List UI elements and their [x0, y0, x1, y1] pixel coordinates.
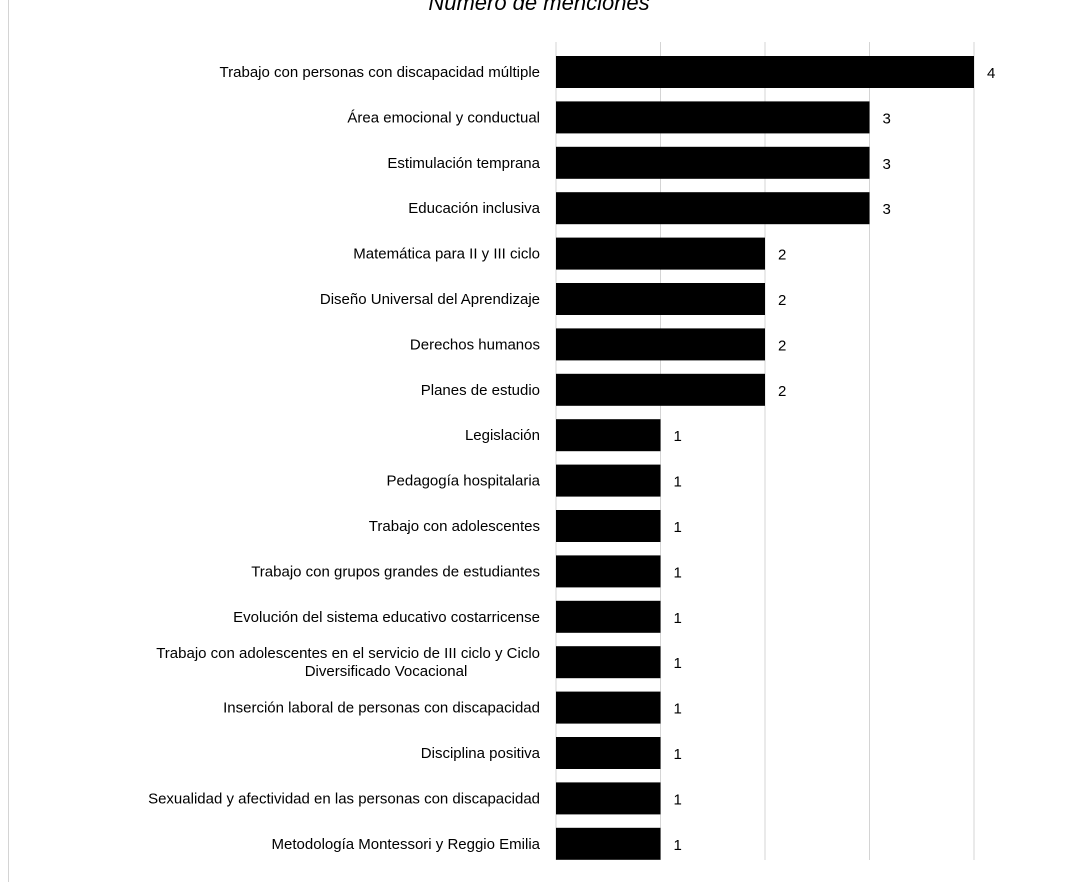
value-label-7: 2	[778, 383, 786, 400]
bar-12	[556, 600, 661, 633]
category-label-11: Trabajo con grupos grandes de estudiante…	[251, 563, 540, 580]
category-label-15: Disciplina positiva	[421, 745, 541, 762]
value-label-4: 2	[778, 247, 786, 264]
category-label-5: Diseño Universal del Aprendizaje	[320, 291, 540, 308]
bar-8	[556, 419, 661, 452]
category-label-13: Trabajo con adolescentes en el servicio …	[156, 645, 540, 680]
category-label-14: Inserción laboral de personas con discap…	[223, 700, 540, 717]
value-label-5: 2	[778, 292, 786, 309]
bar-4	[556, 237, 765, 270]
value-label-1: 3	[883, 110, 891, 127]
bar-11	[556, 555, 661, 588]
value-label-8: 1	[674, 428, 682, 445]
category-label-6: Derechos humanos	[410, 336, 540, 353]
bar-6	[556, 328, 765, 361]
bar-14	[556, 691, 661, 724]
bar-2	[556, 146, 870, 179]
value-label-2: 3	[883, 156, 891, 173]
value-label-10: 1	[674, 519, 682, 536]
value-label-15: 1	[674, 746, 682, 763]
bar-7	[556, 373, 765, 406]
value-label-3: 3	[883, 201, 891, 218]
value-label-17: 1	[674, 837, 682, 854]
bar-16	[556, 782, 661, 815]
category-label-4: Matemática para II y III ciclo	[353, 246, 540, 263]
bar-0	[556, 56, 974, 88]
bar-15	[556, 737, 661, 769]
bar-5	[556, 283, 765, 315]
category-label-3: Educación inclusiva	[408, 200, 540, 217]
value-label-13: 1	[674, 655, 682, 672]
bar-3	[556, 192, 870, 225]
category-label-17: Metodología Montessori y Reggio Emilia	[272, 836, 541, 853]
bar-9	[556, 464, 661, 497]
category-label-8: Legislación	[465, 427, 540, 444]
value-label-14: 1	[674, 701, 682, 718]
bar-1	[556, 101, 870, 134]
value-label-9: 1	[674, 474, 682, 491]
chart-frame	[8, 0, 1078, 882]
value-label-6: 2	[778, 337, 786, 354]
category-label-16: Sexualidad y afectividad en las personas…	[148, 790, 540, 807]
category-label-2: Estimulación temprana	[387, 155, 540, 172]
category-label-0: Trabajo con personas con discapacidad mú…	[220, 64, 540, 81]
category-label-1: Área emocional y conductual	[347, 109, 540, 126]
value-label-11: 1	[674, 564, 682, 581]
category-label-10: Trabajo con adolescentes	[369, 518, 540, 535]
value-label-16: 1	[674, 791, 682, 808]
value-label-12: 1	[674, 610, 682, 627]
category-label-12: Evolución del sistema educativo costarri…	[233, 609, 540, 626]
category-label-7: Planes de estudio	[421, 382, 540, 399]
bar-10	[556, 510, 661, 542]
value-label-0: 4	[987, 65, 995, 82]
category-label-9: Pedagogía hospitalaria	[387, 473, 541, 490]
bar-17	[556, 827, 661, 860]
chart-title: Número de menciones	[428, 0, 650, 15]
bar-13	[556, 646, 661, 679]
